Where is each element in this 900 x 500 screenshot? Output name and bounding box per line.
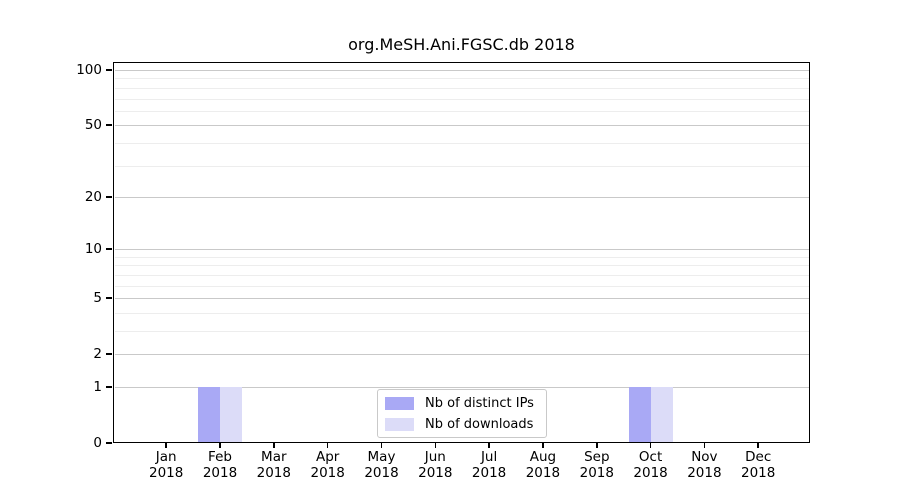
major-gridline <box>115 298 809 300</box>
major-gridline <box>115 249 809 251</box>
x-tick-label: Feb 2018 <box>202 449 238 481</box>
minor-gridline <box>115 165 809 167</box>
minor-gridline <box>115 265 809 267</box>
x-tick-mark <box>703 443 706 448</box>
plot-area-border <box>113 62 810 443</box>
minor-gridline <box>115 87 809 89</box>
major-gridline <box>115 387 809 388</box>
x-tick-mark <box>326 443 329 448</box>
minor-gridline <box>115 312 809 314</box>
y-tick-mark <box>106 442 112 444</box>
major-gridline <box>115 196 809 198</box>
minor-gridline <box>115 256 809 258</box>
x-tick-mark <box>165 443 167 448</box>
y-tick-mark <box>106 248 112 250</box>
minor-gridline <box>115 78 809 80</box>
y-tick-label: 10 <box>84 241 102 258</box>
bar-distinct-ips <box>198 387 220 443</box>
major-gridline <box>115 354 809 356</box>
bar-downloads <box>650 387 673 443</box>
chart-title: org.MeSH.Ani.FGSC.db 2018 <box>348 35 575 54</box>
x-tick-mark <box>380 443 383 448</box>
x-tick-mark <box>649 443 652 448</box>
x-tick-mark <box>757 443 759 448</box>
legend-row: Nb of downloads <box>385 415 546 433</box>
x-tick-mark <box>596 443 598 448</box>
distinct-ips-swatch-icon <box>385 396 414 410</box>
minor-gridline <box>115 142 809 144</box>
minor-gridline <box>115 285 809 287</box>
x-tick-label: Sep 2018 <box>579 449 614 481</box>
y-tick-label: 5 <box>93 290 102 307</box>
minor-gridline <box>115 98 809 100</box>
x-tick-mark <box>273 443 275 448</box>
y-tick-label: 0 <box>93 435 102 451</box>
x-tick-label: Nov 2018 <box>687 449 722 481</box>
minor-gridline <box>115 274 809 276</box>
bar-distinct-ips <box>628 387 651 443</box>
x-tick-label: Mar 2018 <box>256 449 291 481</box>
x-tick-label: Jan 2018 <box>149 449 184 481</box>
legend: Nb of distinct IPs Nb of downloads <box>377 389 547 438</box>
y-tick-mark <box>106 124 112 126</box>
major-gridline <box>115 70 809 71</box>
major-gridline <box>115 125 809 127</box>
y-tick-label: 2 <box>93 346 102 363</box>
x-tick-mark <box>434 443 437 448</box>
y-tick-label: 100 <box>76 62 102 78</box>
y-tick-mark <box>106 386 112 388</box>
x-tick-label: May 2018 <box>364 449 399 481</box>
x-tick-mark <box>219 443 221 448</box>
x-tick-mark <box>542 443 544 448</box>
y-tick-mark <box>106 353 112 355</box>
y-tick-mark <box>106 297 112 299</box>
x-tick-label: Apr 2018 <box>310 449 345 481</box>
y-tick-mark <box>106 69 112 71</box>
y-tick-mark <box>106 196 112 198</box>
legend-row: Nb of distinct IPs <box>385 394 546 412</box>
x-tick-label: Jul 2018 <box>471 449 507 481</box>
y-tick-label: 50 <box>84 117 102 134</box>
y-tick-label: 20 <box>84 188 102 205</box>
bar-downloads <box>220 387 242 443</box>
legend-label-downloads: Nb of downloads <box>425 416 534 432</box>
x-tick-mark <box>488 443 490 448</box>
y-tick-label: 1 <box>93 379 102 395</box>
x-tick-label: Dec 2018 <box>741 449 776 481</box>
x-tick-label: Oct 2018 <box>633 449 668 481</box>
minor-gridline <box>115 331 809 332</box>
minor-gridline <box>115 110 809 112</box>
x-tick-label: Aug 2018 <box>525 449 561 481</box>
downloads-swatch-icon <box>385 417 414 431</box>
x-tick-label: Jun 2018 <box>418 449 453 481</box>
legend-label-distinct-ips: Nb of distinct IPs <box>425 395 534 411</box>
